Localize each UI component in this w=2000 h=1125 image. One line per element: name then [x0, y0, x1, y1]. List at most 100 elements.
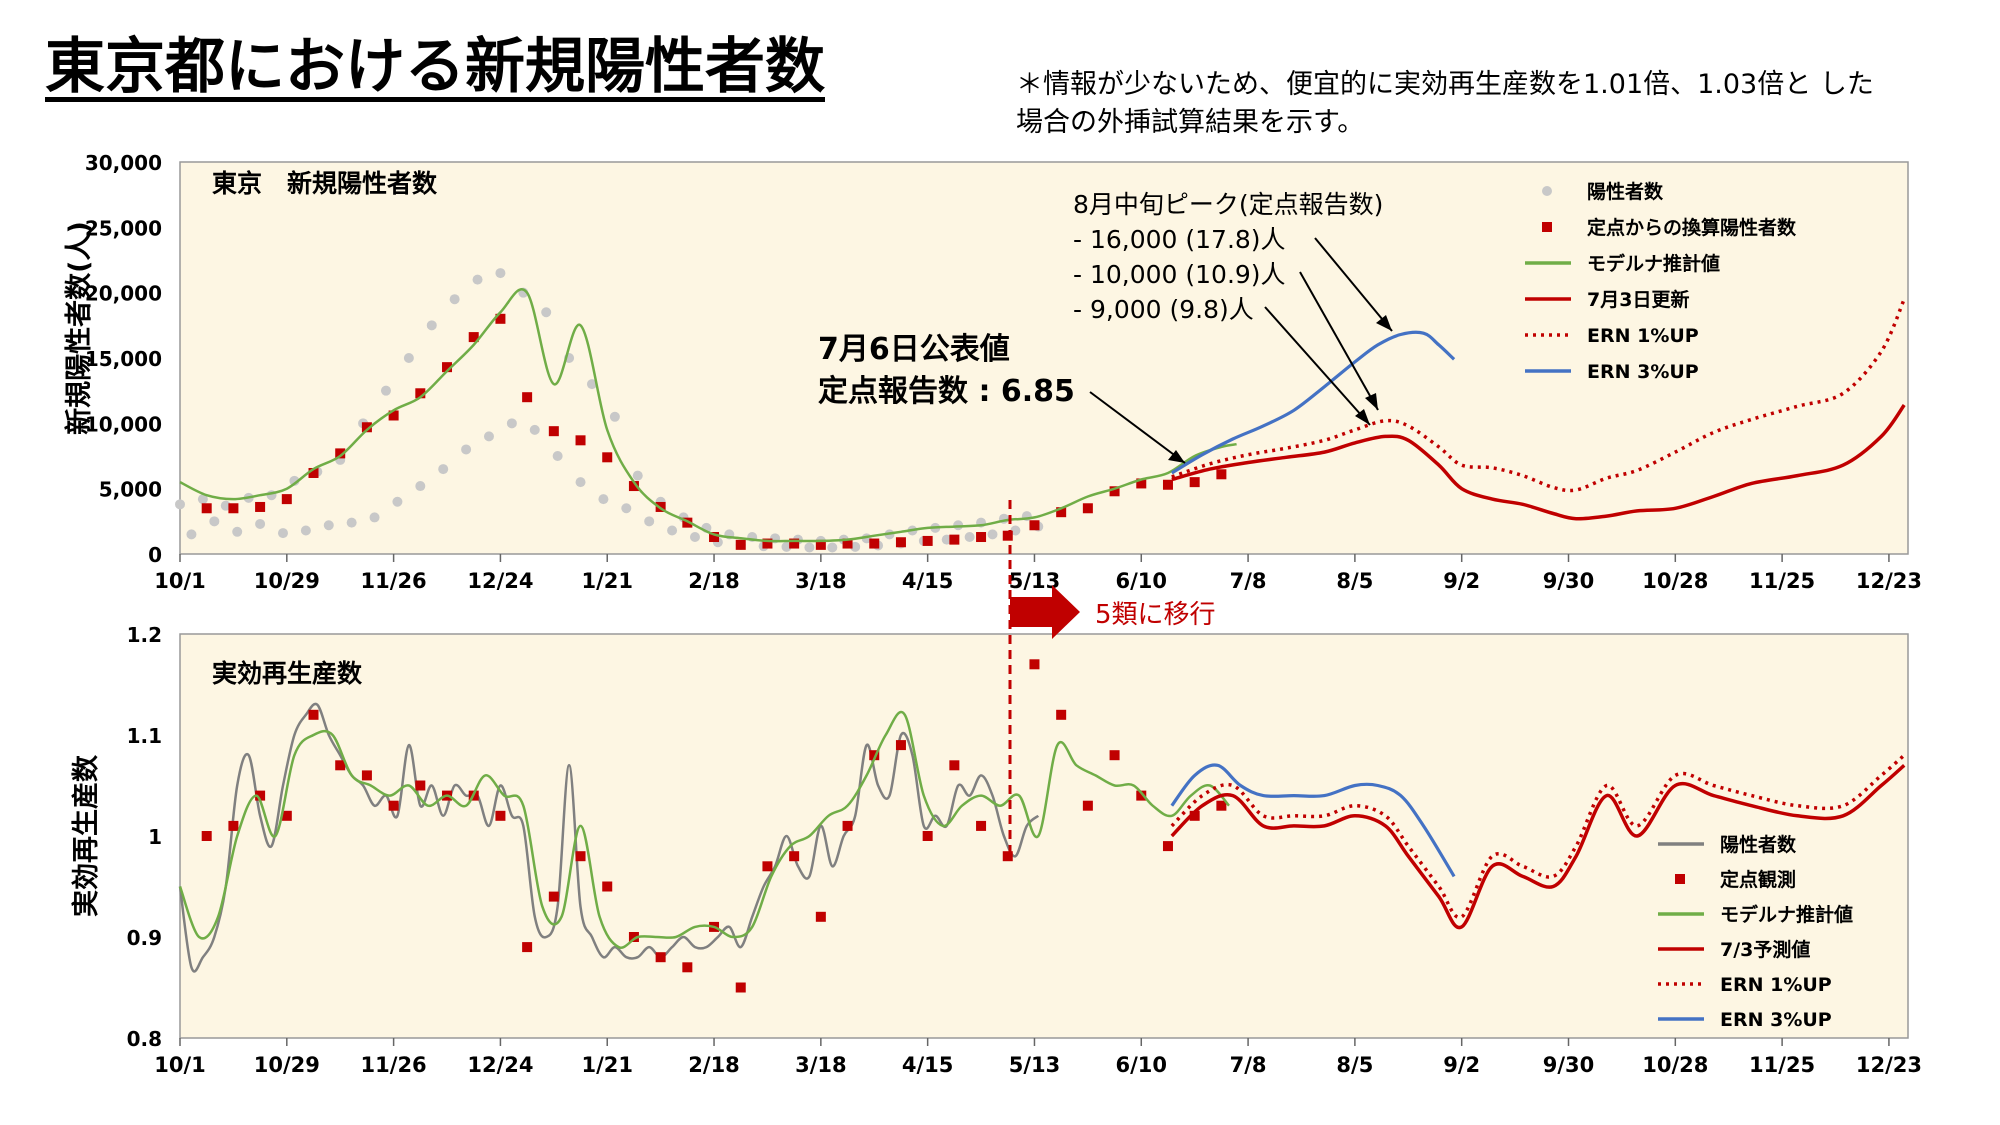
top-positive-dot	[346, 517, 357, 528]
top-sentinel-marker	[442, 362, 453, 373]
bottom-x-tick-label: 11/25	[1749, 1053, 1815, 1077]
bottom-legend-label: ERN 3%UP	[1720, 1009, 1832, 1031]
top-sentinel-marker	[1162, 479, 1173, 490]
top-sentinel-marker	[1002, 530, 1013, 541]
top-sentinel-marker	[361, 422, 372, 433]
bottom-legend-label: モデルナ推計値	[1720, 903, 1853, 926]
bottom-sentinel-marker	[1002, 851, 1013, 862]
top-positive-dot	[415, 481, 426, 492]
top-positive-dot	[644, 516, 655, 527]
bottom-x-tick-label: 12/24	[467, 1053, 533, 1077]
top-sentinel-marker	[789, 538, 800, 549]
top-sentinel-marker	[1056, 507, 1067, 518]
bottom-y-axis: 0.8 0.9 1 1.1 1.2	[127, 623, 162, 1051]
top-x-tick-label: 11/25	[1749, 569, 1815, 593]
top-positive-dot	[277, 528, 288, 539]
top-positive-dot	[461, 444, 472, 455]
top-positive-dot	[392, 496, 403, 507]
top-sentinel-marker	[575, 435, 586, 446]
bottom-series--line	[178, 702, 1040, 973]
bottom-sentinel-marker	[281, 810, 292, 821]
peak-arrowhead-3	[1355, 409, 1370, 425]
top-x-tick-label: 9/2	[1443, 569, 1480, 593]
bottom-sentinel-marker	[495, 810, 506, 821]
top-positive-dot	[586, 379, 597, 390]
public-value-line1: 7月6日公表値	[818, 332, 1010, 367]
peak-arrowhead-1	[1376, 315, 1392, 331]
bottom-sentinel-marker	[415, 780, 426, 791]
bottom-chart-title: 実効再生産数	[212, 659, 363, 688]
top-x-tick-label: 4/15	[902, 569, 954, 593]
bottom-y-tick-label: 0.8	[127, 1027, 162, 1051]
top-positive-dot	[449, 294, 460, 305]
top-positive-dot	[964, 532, 975, 543]
top-y-tick-label: 25,000	[85, 216, 162, 240]
top-x-tick-label: 10/29	[254, 569, 320, 593]
top-positive-dot	[667, 525, 678, 536]
top-positive-dot	[941, 534, 952, 545]
top-positive-dot	[987, 529, 998, 540]
bottom-x-tick-label: 9/30	[1543, 1053, 1595, 1077]
top-sentinel-marker	[735, 539, 746, 550]
top-sentinel-marker	[308, 467, 319, 478]
bottom-x-tick-label: 9/2	[1443, 1053, 1480, 1077]
top-x-tick-label: 1/21	[581, 569, 633, 593]
bottom-legend-swatch-marker	[1675, 874, 1685, 884]
bottom-sentinel-marker	[1109, 750, 1120, 761]
bottom-series-group	[178, 659, 1906, 993]
top-series-ern3up-line	[1170, 330, 1456, 475]
bottom-x-axis: 10/1 10/29 11/26 12/24 1/21 2/18 3/18 4/15 5/13 6…	[154, 1038, 1922, 1077]
top-sentinel-marker	[468, 332, 479, 343]
top-sentinel-marker	[762, 538, 773, 549]
bottom-sentinel-marker	[575, 851, 586, 862]
bottom-legend-label: 7/3予測値	[1720, 938, 1810, 961]
top-sentinel-marker	[869, 538, 880, 549]
top-sentinel-marker	[335, 448, 346, 459]
top-series--line	[179, 288, 1237, 543]
bottom-sentinel-marker	[522, 942, 533, 953]
bottom-sentinel-marker	[976, 820, 987, 831]
top-x-tick-label: 6/10	[1116, 569, 1168, 593]
bottom-sentinel-marker	[228, 820, 239, 831]
bottom-x-tick-label: 10/28	[1642, 1053, 1708, 1077]
top-positive-dot	[529, 424, 540, 435]
top-positive-dot	[598, 494, 609, 505]
top-sentinel-marker	[228, 503, 239, 514]
top-sentinel-marker	[1189, 477, 1200, 488]
bottom-series-ern1up-line	[1170, 753, 1906, 920]
top-positive-dot	[323, 520, 334, 531]
top-y-axis-label: 新規陽性者数(人)	[63, 221, 95, 435]
top-y-axis: 0 5,000 10,000 15,000 20,000 25,000 30,000	[85, 151, 162, 567]
top-x-tick-label: 12/24	[467, 569, 533, 593]
bottom-plot-area	[179, 633, 1909, 1039]
top-sentinel-marker	[1082, 503, 1093, 514]
top-positive-dot	[781, 541, 792, 552]
bottom-sentinel-marker	[682, 962, 693, 973]
top-sentinel-marker	[495, 313, 506, 324]
bottom-sentinel-marker	[201, 831, 212, 841]
bottom-sentinel-marker	[1056, 709, 1067, 720]
bottom-sentinel-marker	[1216, 800, 1227, 811]
top-sentinel-marker	[201, 503, 212, 514]
top-x-tick-label: 7/8	[1230, 569, 1267, 593]
bottom-x-tick-label: 4/15	[902, 1053, 954, 1077]
top-positive-dot	[506, 418, 517, 429]
top-positive-dot	[575, 477, 586, 488]
bottom-sentinel-marker	[361, 770, 372, 781]
bottom-x-tick-label: 12/23	[1856, 1053, 1922, 1077]
top-x-tick-label: 3/18	[795, 569, 847, 593]
top-sentinel-marker	[1136, 478, 1147, 489]
top-y-tick-label: 30,000	[85, 151, 162, 175]
bottom-sentinel-marker	[388, 800, 399, 811]
top-positive-dot	[495, 268, 506, 279]
bottom-sentinel-marker	[762, 861, 773, 872]
top-positive-dot	[552, 451, 563, 461]
bottom-y-axis-label: 実効再生産数	[70, 754, 102, 917]
peak-item-3: - 9,000 (9.8)人	[1073, 295, 1254, 324]
bottom-x-tick-label: 11/26	[361, 1053, 427, 1077]
bottom-sentinel-marker	[655, 952, 666, 963]
bottom-sentinel-marker	[1082, 800, 1093, 811]
top-legend-label: 7月3日更新	[1587, 288, 1689, 311]
